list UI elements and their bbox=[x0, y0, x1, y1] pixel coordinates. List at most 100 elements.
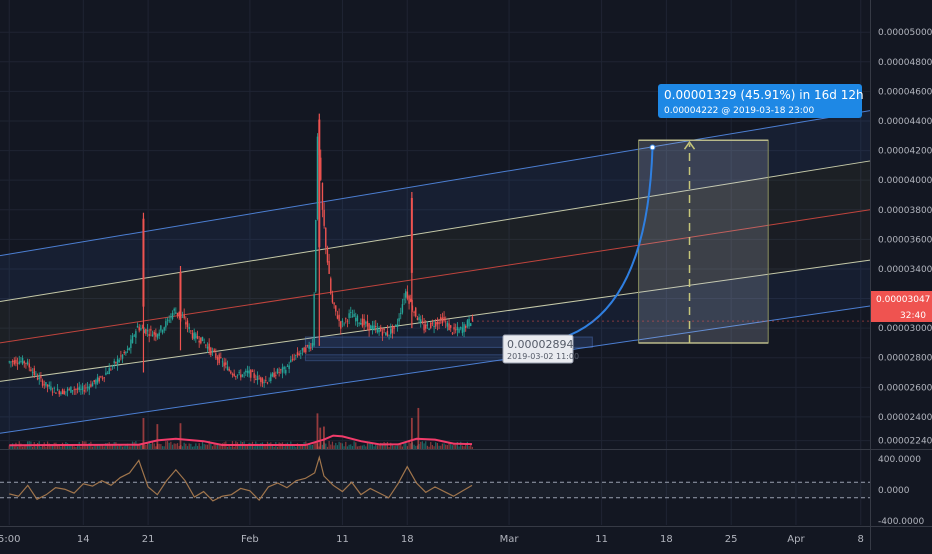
candle-body bbox=[11, 360, 14, 363]
price-tick-label: 0.00005000 bbox=[878, 28, 932, 38]
volume-bar bbox=[200, 446, 202, 449]
candle-body bbox=[235, 376, 237, 378]
candle-body bbox=[248, 370, 250, 374]
channel-upper-line[interactable] bbox=[0, 110, 871, 257]
target-callout[interactable]: 0.00001329 (45.91%) in 16d 12h 0.0000422… bbox=[658, 84, 864, 118]
candle-body bbox=[311, 343, 314, 347]
channel-lower-line[interactable] bbox=[0, 305, 871, 434]
candle-body bbox=[165, 321, 167, 328]
candle-body bbox=[136, 325, 139, 328]
candle-body bbox=[265, 380, 267, 382]
candle-body bbox=[120, 355, 122, 357]
candle-body bbox=[66, 388, 69, 392]
volume-bar bbox=[438, 445, 440, 449]
candle-body bbox=[28, 363, 30, 368]
price-tick-label: 0.00004800 bbox=[878, 58, 932, 68]
current-price-badge[interactable]: 0.00003047 32:40 bbox=[871, 291, 932, 322]
volume-bar bbox=[221, 443, 224, 449]
channel-fill-upper-mid bbox=[0, 160, 870, 343]
volume-bar bbox=[393, 446, 395, 449]
candle-body bbox=[320, 157, 322, 180]
volume-bar bbox=[371, 443, 374, 449]
low-callout-line2: 2019-03-02 11:00 bbox=[507, 352, 579, 361]
candle-body bbox=[33, 368, 35, 376]
volume-bar bbox=[63, 445, 65, 449]
candle-body bbox=[90, 384, 92, 387]
consolidation-box[interactable] bbox=[304, 336, 593, 348]
channel-inner-upper-line[interactable] bbox=[0, 160, 871, 303]
volume-bar bbox=[120, 444, 122, 449]
candle-body bbox=[240, 374, 242, 378]
candle-body bbox=[231, 374, 234, 375]
volume-bar bbox=[20, 443, 22, 449]
candle-body bbox=[410, 298, 412, 302]
candle-body bbox=[53, 387, 55, 389]
candle-body bbox=[60, 392, 62, 395]
volume-bar bbox=[346, 446, 349, 449]
volume-bar bbox=[218, 445, 220, 449]
candle-body bbox=[116, 358, 119, 366]
candle-body bbox=[246, 370, 249, 373]
volume-bar bbox=[91, 446, 94, 449]
volume-bar bbox=[385, 443, 387, 449]
volume-bar bbox=[66, 443, 69, 449]
volume-bar bbox=[381, 443, 384, 449]
candle-body bbox=[416, 317, 419, 321]
channel-middle-line[interactable] bbox=[0, 209, 871, 344]
candle-body bbox=[266, 382, 269, 384]
volume-bar bbox=[246, 444, 249, 449]
candle-body bbox=[50, 386, 52, 390]
time-tick-label: 11 bbox=[336, 534, 349, 545]
low-callout[interactable]: 0.00002894 2019-03-02 11:00 bbox=[502, 334, 579, 364]
candle-body bbox=[113, 360, 115, 364]
candle-body bbox=[23, 361, 25, 364]
volume-bar bbox=[130, 446, 132, 449]
volume-bar bbox=[198, 443, 200, 449]
volume-bar bbox=[111, 444, 114, 449]
candle-body bbox=[291, 358, 294, 360]
candle-body bbox=[278, 371, 280, 373]
current-price-label: 0.00003047 bbox=[876, 295, 930, 305]
candle-body bbox=[228, 368, 230, 371]
volume-bar bbox=[211, 446, 214, 449]
volume-bar bbox=[301, 445, 304, 449]
candle-body bbox=[295, 355, 297, 356]
volume-ma-line[interactable] bbox=[9, 434, 473, 447]
price-tick-label: 0.00004200 bbox=[878, 147, 932, 157]
projection-arrow-icon bbox=[683, 140, 696, 150]
volume-bar bbox=[436, 443, 439, 449]
candle-body bbox=[195, 333, 197, 339]
volume-bar bbox=[325, 443, 327, 449]
volume-bar bbox=[313, 442, 315, 449]
candle-body bbox=[328, 261, 330, 274]
candle-body bbox=[323, 209, 325, 226]
volume-bar bbox=[350, 444, 352, 449]
volume-bar bbox=[461, 445, 463, 449]
oscillator-line[interactable] bbox=[9, 455, 473, 502]
candle-body bbox=[63, 390, 65, 395]
candle-body bbox=[103, 377, 105, 379]
volume-bar bbox=[405, 442, 407, 449]
candle-body bbox=[131, 335, 134, 344]
volume-bar bbox=[336, 445, 339, 449]
candle-body bbox=[146, 330, 149, 332]
candle-body bbox=[175, 312, 177, 314]
candle-body bbox=[263, 381, 265, 383]
target-callout-line1: 0.00001329 (45.91%) in 16d 12h bbox=[664, 88, 864, 102]
candle-body bbox=[65, 391, 67, 393]
candle-body bbox=[376, 327, 379, 333]
channel-inner-lower-line[interactable] bbox=[0, 259, 871, 382]
candle-body bbox=[275, 374, 277, 376]
volume-bar bbox=[271, 445, 274, 449]
candle-body bbox=[138, 327, 140, 331]
volume-spike-bar bbox=[316, 413, 319, 449]
support-box[interactable] bbox=[304, 354, 519, 362]
candle-body bbox=[35, 373, 37, 375]
projection-box[interactable] bbox=[638, 139, 769, 344]
candle-body bbox=[250, 369, 252, 378]
candle-body bbox=[333, 302, 335, 305]
candle-body bbox=[403, 299, 405, 301]
volume-bar bbox=[296, 443, 299, 449]
projection-end-point[interactable] bbox=[649, 144, 656, 151]
